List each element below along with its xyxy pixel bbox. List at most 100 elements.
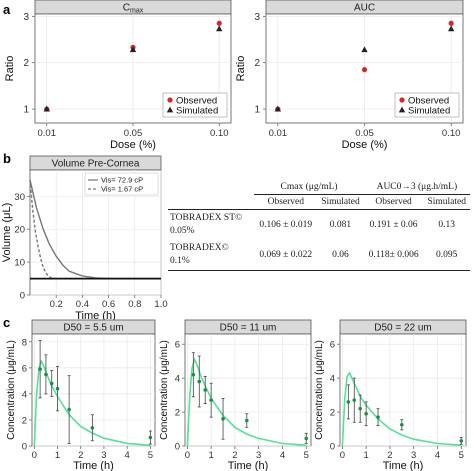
x-tick-label: 5 <box>148 450 153 461</box>
x-tick-label: 0 <box>185 450 190 461</box>
x-axis-label: Time (h) <box>73 460 114 471</box>
x-tick-label: 0.05 <box>355 128 374 139</box>
observed-point <box>304 436 309 441</box>
y-tick-label: 4 <box>175 374 180 385</box>
observed-point <box>376 415 380 419</box>
legend-observed-label: Observed <box>408 96 449 107</box>
table-row-label: TOBRADEX ST© 0.05% <box>170 213 243 236</box>
y-tick-label: 6 <box>22 363 27 374</box>
observed-point <box>221 417 225 421</box>
table-cell: 0.095 <box>423 240 470 271</box>
table-row-label: TOBRADEX© 0.1% <box>168 240 255 271</box>
x-axis-label: Dose (%) <box>342 139 388 151</box>
legend-label: Vis= 72.9 cP <box>101 176 143 185</box>
table-cell: 0.191 ± 0.06 <box>369 220 418 230</box>
x-tick-label: 1 <box>209 450 214 461</box>
x-tick-label: 0.05 <box>124 128 143 139</box>
observed-point <box>44 372 48 377</box>
table-corner <box>168 180 254 195</box>
x-tick-label: 0 <box>340 450 345 461</box>
y-tick-label: 2 <box>22 415 27 426</box>
table-row: TOBRADEX© 0.1% 0.069 ± 0.022 0.06 0.118±… <box>168 240 470 271</box>
observed-point <box>459 439 464 443</box>
x-tick-label: 5 <box>459 450 464 461</box>
y-tick-label: 0 <box>20 291 25 302</box>
y-tick-label: 4 <box>330 374 335 385</box>
legend-box <box>394 92 460 118</box>
x-tick-label: 5 <box>304 450 309 461</box>
simulated-point <box>43 105 50 112</box>
table-col-head: Observed <box>254 194 318 210</box>
observed-point <box>55 386 60 391</box>
y-axis-label: Concentration (μg/mL) <box>6 340 17 440</box>
x-tick-label: 0.10 <box>210 128 229 139</box>
summary-table: Cmax (μg/mL) AUC0→3 (μg.h/mL) Observed S… <box>168 180 470 271</box>
x-tick-label: 4 <box>435 450 440 461</box>
simulated-point <box>216 25 223 32</box>
x-axis-label: Dose (%) <box>110 139 156 151</box>
x-tick-label: 3 <box>101 450 106 461</box>
x-tick-label: 1.0 <box>154 299 167 310</box>
observed-point <box>90 425 95 430</box>
table-cell: 0.118± 0.006 <box>363 240 424 271</box>
x-tick-label: 0.8 <box>128 299 141 310</box>
legend-label: Vis= 1.67 cP <box>101 185 143 194</box>
y-tick-label: 2 <box>330 408 335 419</box>
facet-title: AUC <box>354 3 375 14</box>
facet-title: D50 = 5.5 um <box>63 323 123 334</box>
y-axis-label: Ratio <box>235 56 247 82</box>
y-tick-label: 0 <box>22 442 27 453</box>
observed-point <box>49 381 54 386</box>
y-tick-label: 10 <box>14 258 25 269</box>
y-tick-label: 2 <box>175 408 180 419</box>
x-tick-label: 0.4 <box>76 299 89 310</box>
y-tick-label: 2 <box>254 58 260 69</box>
y-axis-label: Volume (μL) <box>1 203 13 263</box>
x-tick-label: 0.6 <box>102 299 115 310</box>
simulated-curve <box>186 357 307 447</box>
observed-point <box>197 379 202 384</box>
table-row: TOBRADEX ST© 0.05% 0.106 ± 0.019 0.081 0… <box>168 210 470 241</box>
y-tick-label: 4 <box>22 389 27 400</box>
legend-box <box>162 92 228 118</box>
y-tick-label: 1 <box>254 105 260 116</box>
simulated-point <box>129 46 137 53</box>
x-tick-label: 1 <box>55 450 60 461</box>
facet-title: Volume Pre-Cornea <box>52 159 140 170</box>
table-cell: 0.081 <box>329 220 352 230</box>
x-tick-label: 0.10 <box>442 128 461 139</box>
facet-title: Cmax <box>123 3 144 15</box>
observed-point <box>203 388 208 392</box>
observed-point <box>191 372 196 377</box>
observed-point <box>346 400 351 404</box>
y-tick-label: 8 <box>22 337 27 348</box>
table-cell: 0.13 <box>438 220 456 230</box>
legend-observed-marker <box>167 97 173 103</box>
table-header-auc: AUC0→3 (μg.h/mL) <box>363 180 470 195</box>
y-tick-label: 3 <box>23 12 29 23</box>
y-axis-label: Concentration (μg/mL) <box>314 340 325 440</box>
x-axis-label: Time (h) <box>228 460 269 471</box>
observed-point <box>364 411 368 416</box>
observed-point <box>216 20 222 26</box>
y-tick-label: 3 <box>254 12 260 23</box>
table-header-cmax: Cmax (μg/mL) <box>254 180 364 195</box>
observed-point <box>148 435 153 440</box>
x-tick-label: 1 <box>364 450 369 461</box>
table-cell: 0.106 ± 0.019 <box>259 220 313 230</box>
observed-point <box>209 398 213 402</box>
simulated-point <box>361 46 368 53</box>
x-tick-label: 0.01 <box>269 128 288 139</box>
panel-label: b <box>3 151 11 166</box>
legend-simulated-label: Simulated <box>408 106 450 117</box>
simulated-point <box>447 25 455 32</box>
table-cell: 0.069 ± 0.022 <box>254 240 318 271</box>
simulated-point <box>274 105 282 112</box>
x-tick-label: 0.01 <box>38 128 57 139</box>
x-tick-label: 4 <box>125 450 130 461</box>
x-tick-label: 2 <box>387 450 392 461</box>
simulated-curve <box>33 359 151 447</box>
x-tick-label: 4 <box>280 450 285 461</box>
legend-simulated-marker <box>398 106 406 113</box>
x-tick-label: 2 <box>232 450 237 461</box>
